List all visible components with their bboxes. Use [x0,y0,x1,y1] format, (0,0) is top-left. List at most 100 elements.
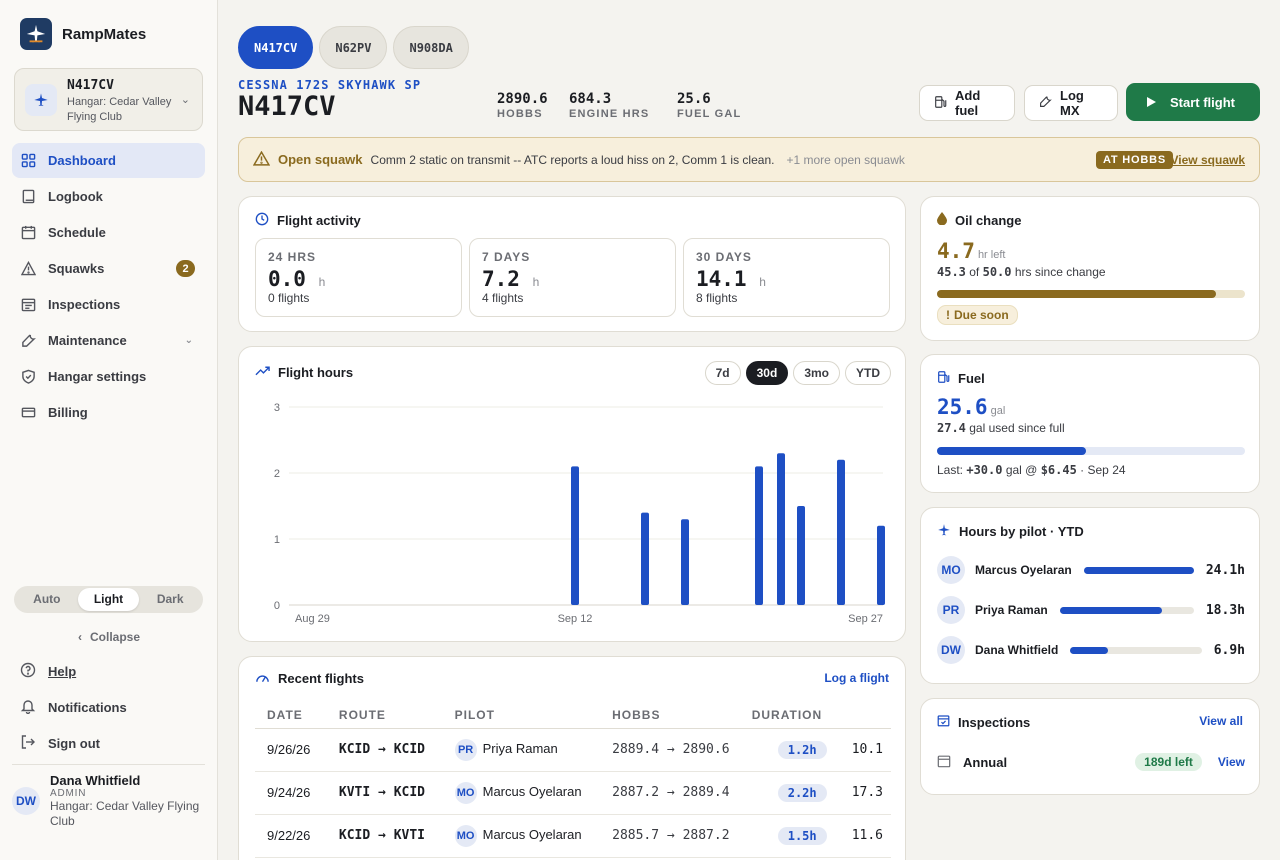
tab-aircraft-n62pv[interactable]: N62PV [319,26,388,69]
tab-aircraft-n417cv[interactable]: N417CV [238,26,314,69]
flight-hobbs: 2889.4 → 2890.6 [600,728,740,772]
aircraft-switcher[interactable]: N417CV Hangar: Cedar Valley Flying Club … [14,68,203,131]
theme-option-dark[interactable]: Dark [156,592,184,606]
pilot-hours-bar [1083,566,1194,574]
airplane-icon [25,84,57,116]
avatar: MO [454,824,477,847]
flight-hobbs: 2887.2 → 2889.4 [600,771,740,815]
alert-icon: ! [946,308,950,322]
table-row[interactable]: 9/26/26 KCID → KCID PR Priya Raman 2889.4… [255,728,891,772]
column-header[interactable]: HOBBS [600,702,740,729]
sidebar-item-maintenance[interactable]: Maintenance ⌄ [12,323,205,358]
view-all-inspections-link[interactable]: View all [1199,714,1243,728]
aircraft-hangar: Hangar: Cedar Valley Flying Club [67,96,172,123]
sidebar-item-label: Logbook [48,189,103,204]
x-tick-label: Sep 27 [848,613,883,625]
view-squawk-link[interactable]: View squawk [1170,152,1245,167]
activity-label: 7 DAYS [482,250,531,264]
card-title: Hours by pilot · YTD [937,523,1084,540]
card-title: Recent flights [255,671,364,686]
calendar-check-icon [937,714,950,730]
tab-aircraft-n908da[interactable]: N908DA [393,26,469,69]
table-row[interactable]: 9/22/26 KCID → KVTI MO Marcus Oyelaran 28… [255,814,891,858]
flight-extra: 10.1 [839,728,891,772]
duration-badge: 1.5h [777,826,827,845]
flight-pilot: MO Marcus Oyelaran [442,771,601,815]
sidebar: RampMates N417CV Hangar: Cedar Valley Fl… [0,0,218,860]
pilot-hours: 18.3h [1205,602,1245,618]
fuel-last-amount: +30.0 [966,463,1003,477]
squawk-more: +1 more open squawk [786,152,905,167]
sidebar-item-squawks[interactable]: Squawks 2 [12,251,205,286]
fuel-level-bar [937,447,1245,455]
column-header[interactable]: DATE [255,702,327,729]
card-title: Fuel [937,370,985,387]
flight-activity-card: Flight activity 24 HRS 0.0 h 0 flights 7… [238,196,906,332]
sign-out-link[interactable]: Sign out [20,734,100,753]
user-name: Dana Whitfield [50,773,141,788]
fuel-last-price: $6.45 [1040,463,1077,477]
brand[interactable]: RampMates [20,18,146,50]
card-icon [20,405,36,421]
sidebar-item-inspections[interactable]: Inspections [12,287,205,322]
pilot-name: Dana Whitfield [975,643,1059,657]
grid-icon [20,153,36,169]
column-header[interactable]: ROUTE [326,702,443,729]
collapse-button[interactable]: ‹ Collapse [0,630,218,644]
squawks-count-badge: 2 [176,260,195,277]
range-ytd[interactable]: YTD [845,361,891,385]
current-user[interactable]: DW Dana Whitfield ADMIN Hangar: Cedar Va… [12,764,205,844]
start-flight-label: Start flight [1170,94,1235,110]
sidebar-nav: Dashboard Logbook Schedule Squawks 2 Ins… [12,143,205,431]
list-item[interactable]: MO Marcus Oyelaran 24.1h [937,556,1245,584]
activity-unit: h [759,275,766,289]
start-flight-button[interactable]: Start flight [1126,83,1260,121]
fuel-last-fill: Last: +30.0 gal @ $6.45 · Sep 24 [937,463,1126,477]
theme-option-light[interactable]: Light [77,588,140,611]
sidebar-item-schedule[interactable]: Schedule [12,215,205,250]
notifications-label: Notifications [48,700,127,715]
hours-by-pilot-title: Hours by pilot · YTD [959,524,1084,539]
fuel-title: Fuel [958,371,985,386]
avatar: PR [937,596,965,624]
sidebar-item-hangar-settings[interactable]: Hangar settings [12,359,205,394]
flight-hours-chart: 0 1 2 3 Aug 29 Sep 12 Sep 27 [274,402,885,625]
range-3mo[interactable]: 3mo [793,361,840,385]
list-item[interactable]: DW Dana Whitfield 6.9h [937,636,1245,664]
fuel-unit: gal [990,405,1006,417]
fuel-last-date: · Sep 24 [1080,463,1126,477]
range-30d[interactable]: 30d [745,361,789,385]
help-label: Help [48,664,77,679]
sidebar-item-billing[interactable]: Billing [12,395,205,430]
range-7d[interactable]: 7d [704,361,741,385]
flight-extra: 17.3 [839,771,891,815]
chart-bar [777,453,785,605]
fuel-value: 25.6 [937,395,988,419]
sidebar-item-logbook[interactable]: Logbook [12,179,205,214]
notifications-link[interactable]: Notifications [20,698,127,717]
sign-out-icon [20,734,36,753]
log-a-flight-link[interactable]: Log a flight [824,671,889,685]
recent-flights-table: DATE ROUTE PILOT HOBBS DURATION 9/26/26 … [255,702,891,858]
avatar: DW [12,787,40,815]
column-header[interactable]: DURATION [739,702,840,729]
theme-option-auto[interactable]: Auto [33,592,61,606]
help-link[interactable]: Help [20,662,76,681]
table-row[interactable]: 9/24/26 KVTI → KCID MO Marcus Oyelaran 28… [255,771,891,815]
trending-up-icon [255,365,270,380]
view-inspection-link[interactable]: View [1217,755,1245,769]
flight-duration: 1.5h [739,814,840,858]
list-item[interactable]: PR Priya Raman 18.3h [937,596,1245,624]
fuel-gallons: 25.6 gal [937,395,1005,419]
add-fuel-button[interactable]: Add fuel [919,85,1015,121]
oil-unit: hr left [977,249,1006,261]
sidebar-item-dashboard[interactable]: Dashboard [12,143,205,178]
fuel-pump-icon [934,95,947,112]
activity-label: 24 HRS [268,250,317,264]
column-header[interactable]: PILOT [442,702,601,729]
status-badge: AT HOBBS [1095,150,1173,169]
log-mx-button[interactable]: Log MX [1024,85,1118,121]
list-item[interactable]: Annual 189d left View [937,752,1245,772]
oil-since-suffix: hrs since change [1014,265,1106,279]
activity-30days: 30 DAYS 14.1 h 8 flights [683,238,890,317]
